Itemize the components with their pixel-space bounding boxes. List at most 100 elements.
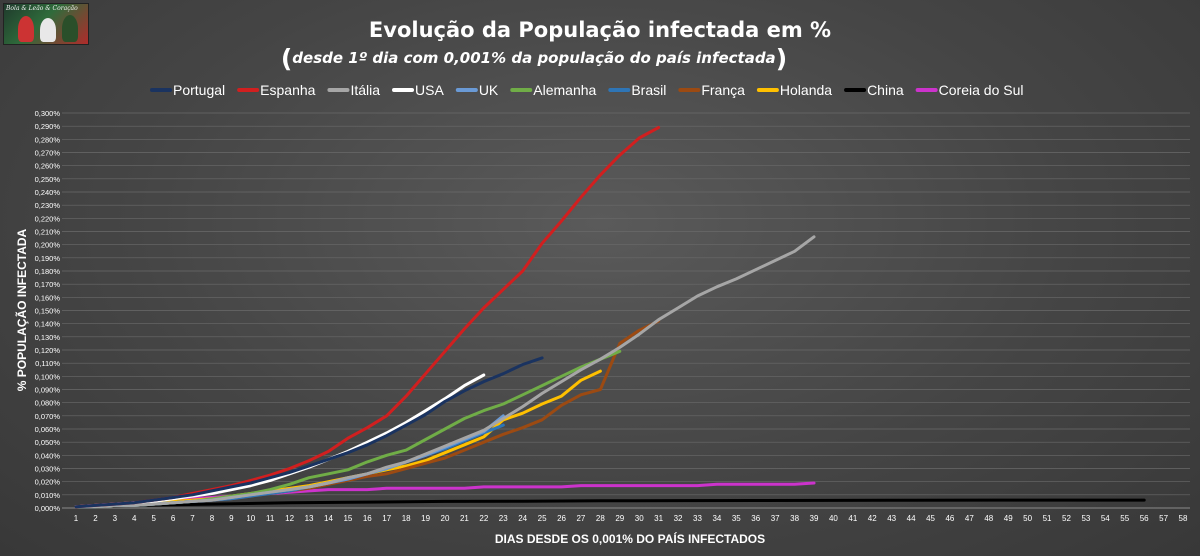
- x-tick-label: 47: [965, 514, 974, 523]
- x-tick-label: 50: [1023, 514, 1032, 523]
- y-tick-label: 0,050%: [35, 438, 61, 447]
- y-tick-label: 0,180%: [35, 267, 61, 276]
- x-tick-label: 23: [499, 514, 508, 523]
- y-tick-label: 0,220%: [35, 214, 61, 223]
- y-tick-label: 0,300%: [35, 109, 61, 118]
- y-tick-label: 0,290%: [35, 122, 61, 131]
- x-tick-label: 24: [518, 514, 527, 523]
- subtitle-open-paren: (: [281, 44, 292, 73]
- x-tick-label: 57: [1159, 514, 1168, 523]
- x-tick-label: 35: [732, 514, 741, 523]
- x-tick-label: 21: [460, 514, 469, 523]
- legend-label-usa: USA: [415, 82, 444, 98]
- y-tick-label: 0,010%: [35, 491, 61, 500]
- x-tick-label: 53: [1081, 514, 1090, 523]
- chart-subtitle: desde 1º dia com 0,001% da população do …: [292, 49, 775, 67]
- x-tick-label: 38: [790, 514, 799, 523]
- x-tick-label: 15: [343, 514, 352, 523]
- logo-figure-right: [62, 15, 78, 42]
- x-tick-label: 2: [93, 514, 98, 523]
- series-line-brasil: [74, 423, 505, 509]
- x-tick-label: 9: [229, 514, 234, 523]
- y-tick-label: 0,270%: [35, 149, 61, 158]
- x-tick-label: 51: [1043, 514, 1052, 523]
- series-line-espanha: [74, 126, 661, 509]
- x-tick-label: 44: [907, 514, 916, 523]
- x-axis-label: DIAS DESDE OS 0,001% DO PAÍS INFECTADOS: [495, 531, 765, 546]
- x-tick-label: 5: [151, 514, 156, 523]
- x-tick-label: 56: [1140, 514, 1149, 523]
- x-tick-label: 13: [305, 514, 314, 523]
- logo-text: Bola & Leão & Coração: [6, 5, 78, 12]
- x-tick-label: 46: [945, 514, 954, 523]
- x-tick-label: 26: [557, 514, 566, 523]
- y-tick-label: 0,110%: [35, 359, 60, 368]
- legend-label-china: China: [867, 82, 904, 98]
- logo-figure-left: [18, 16, 34, 42]
- y-tick-label: 0,070%: [35, 412, 61, 421]
- legend-label-fran-a: França: [701, 82, 745, 98]
- x-tick-label: 32: [674, 514, 683, 523]
- x-tick-label: 54: [1101, 514, 1110, 523]
- y-tick-label: 0,280%: [35, 135, 61, 144]
- y-tick-label: 0,200%: [35, 241, 61, 250]
- y-tick-label: 0,100%: [35, 372, 61, 381]
- x-tick-label: 52: [1062, 514, 1071, 523]
- legend-label-uk: UK: [479, 82, 499, 98]
- x-tick-label: 19: [421, 514, 430, 523]
- x-tick-label: 4: [132, 514, 137, 523]
- subtitle-close-paren: ): [776, 44, 787, 73]
- y-tick-label: 0,260%: [35, 162, 61, 171]
- x-tick-label: 6: [171, 514, 176, 523]
- x-tick-label: 45: [926, 514, 935, 523]
- y-tick-label: 0,150%: [35, 307, 61, 316]
- chart-title: Evolução da População infectada em %: [369, 18, 831, 42]
- x-tick-label: 39: [810, 514, 819, 523]
- x-tick-label: 41: [848, 514, 857, 523]
- x-tick-label: 42: [868, 514, 877, 523]
- y-tick-label: 0,140%: [35, 320, 61, 329]
- y-tick-label: 0,190%: [35, 254, 61, 263]
- logo: Bola & Leão & Coração: [3, 3, 89, 45]
- x-tick-label: 8: [210, 514, 215, 523]
- x-tick-label: 11: [266, 514, 275, 523]
- x-tick-label: 36: [751, 514, 760, 523]
- x-tick-label: 48: [984, 514, 993, 523]
- series-line-fran-a: [74, 319, 661, 509]
- x-tick-label: 10: [246, 514, 255, 523]
- y-tick-label: 0,170%: [35, 280, 61, 289]
- legend-label-holanda: Holanda: [780, 82, 832, 98]
- chart-subtitle-line: (desde 1º dia com 0,001% da população do…: [281, 44, 787, 73]
- x-tick-label: 17: [382, 514, 391, 523]
- y-tick-label: 0,040%: [35, 451, 61, 460]
- x-tick-label: 14: [324, 514, 333, 523]
- legend-label-coreia-do-sul: Coreia do Sul: [939, 82, 1024, 98]
- x-tick-label: 7: [190, 514, 195, 523]
- x-tick-label: 12: [285, 514, 294, 523]
- y-tick-label: 0,160%: [35, 293, 61, 302]
- series-line-it-lia: [74, 235, 816, 509]
- x-tick-label: 27: [576, 514, 585, 523]
- x-tick-label: 34: [712, 514, 721, 523]
- x-tick-label: 1: [74, 514, 79, 523]
- x-tick-label: 22: [479, 514, 488, 523]
- legend: Portugal Espanha Itália USA UK Alemanha Brasil…: [150, 82, 1024, 98]
- x-tick-label: 29: [615, 514, 624, 523]
- series-lines: [74, 126, 1146, 509]
- y-tick-label: 0,020%: [35, 478, 61, 487]
- x-tick-label: 30: [635, 514, 644, 523]
- y-axis-label: % POPULAÇÃO INFECTADA: [14, 228, 29, 391]
- x-axis-ticks: 1 2 3 4 5 6 7 8 9 10 11 12 13 14 15 16 17 18 19 20 21 22 23 24 2…: [74, 514, 1188, 523]
- series-line-china: [74, 498, 1146, 509]
- y-axis-ticks: 0,000% 0,010% 0,020% 0,030% 0,040% 0,050% 0,06…: [35, 109, 61, 513]
- y-tick-label: 0,130%: [35, 333, 61, 342]
- y-tick-label: 0,120%: [35, 346, 61, 355]
- legend-label-it-lia: Itália: [350, 82, 380, 98]
- x-tick-label: 20: [441, 514, 450, 523]
- x-tick-label: 25: [538, 514, 547, 523]
- y-tick-label: 0,210%: [35, 228, 61, 237]
- x-tick-label: 37: [771, 514, 780, 523]
- legend-label-portugal: Portugal: [173, 82, 225, 98]
- series-line-portugal: [74, 356, 544, 509]
- x-tick-label: 18: [402, 514, 411, 523]
